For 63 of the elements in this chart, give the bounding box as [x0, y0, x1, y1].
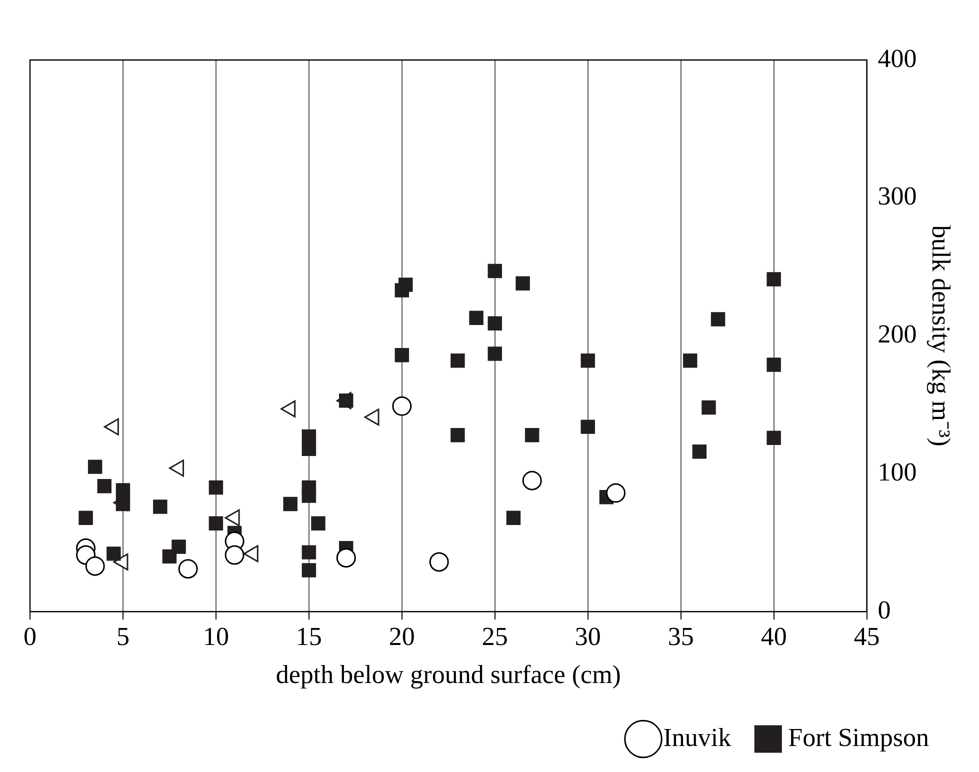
point [606, 483, 626, 503]
point [683, 354, 698, 368]
point [450, 354, 465, 368]
point [162, 549, 177, 564]
x-axis-title: depth below ground surface (cm) [276, 660, 621, 690]
point [766, 358, 781, 372]
legend-label: Fort Simpson [788, 722, 930, 752]
x-tick-label: 30 [574, 622, 601, 652]
point [506, 510, 521, 525]
point [97, 478, 112, 494]
point [766, 430, 781, 445]
point [208, 480, 224, 495]
point [488, 316, 502, 331]
x-tick-label: 5 [116, 622, 130, 652]
y-axis-title: bulk density (kg m⁻³) [926, 225, 956, 446]
point [766, 272, 781, 286]
point [283, 496, 298, 512]
y-tick-label: 200 [878, 320, 917, 349]
point [178, 559, 198, 579]
x-tick-label: 15 [296, 622, 322, 652]
x-tick-label: 35 [668, 622, 694, 652]
point [702, 400, 716, 415]
y-tick-label: 0 [878, 595, 891, 624]
point [311, 516, 326, 530]
point [88, 460, 102, 474]
point [524, 428, 540, 442]
x-tick-label: 20 [388, 622, 415, 652]
point [394, 348, 410, 362]
point [302, 442, 316, 456]
point [710, 312, 726, 326]
point [580, 420, 595, 434]
point [488, 346, 502, 361]
point [78, 510, 93, 525]
point [392, 396, 412, 416]
point [398, 278, 413, 292]
point [116, 483, 130, 498]
point [208, 516, 224, 530]
x-tick-label: 40 [760, 622, 787, 652]
point [85, 556, 105, 576]
point [516, 276, 530, 291]
point [469, 310, 484, 325]
point [106, 546, 121, 561]
point [302, 563, 316, 578]
y-tick-label: 300 [878, 182, 917, 211]
point [224, 545, 244, 565]
point [488, 264, 502, 278]
point [692, 444, 707, 459]
point [580, 354, 595, 368]
point [153, 500, 168, 514]
point [336, 548, 356, 568]
x-tick-label: 45 [854, 622, 880, 652]
point [522, 470, 542, 490]
x-tick-label: 0 [24, 622, 36, 652]
point [172, 540, 186, 554]
legend-label: Inuvik [663, 722, 732, 752]
y-tick-label: 400 [878, 44, 917, 73]
point [429, 552, 449, 572]
point [450, 428, 465, 442]
y-tick-label: 100 [878, 458, 917, 487]
point [302, 545, 316, 560]
x-tick-label: 25 [482, 622, 508, 652]
x-tick-label: 10 [202, 622, 229, 652]
point [302, 488, 316, 503]
